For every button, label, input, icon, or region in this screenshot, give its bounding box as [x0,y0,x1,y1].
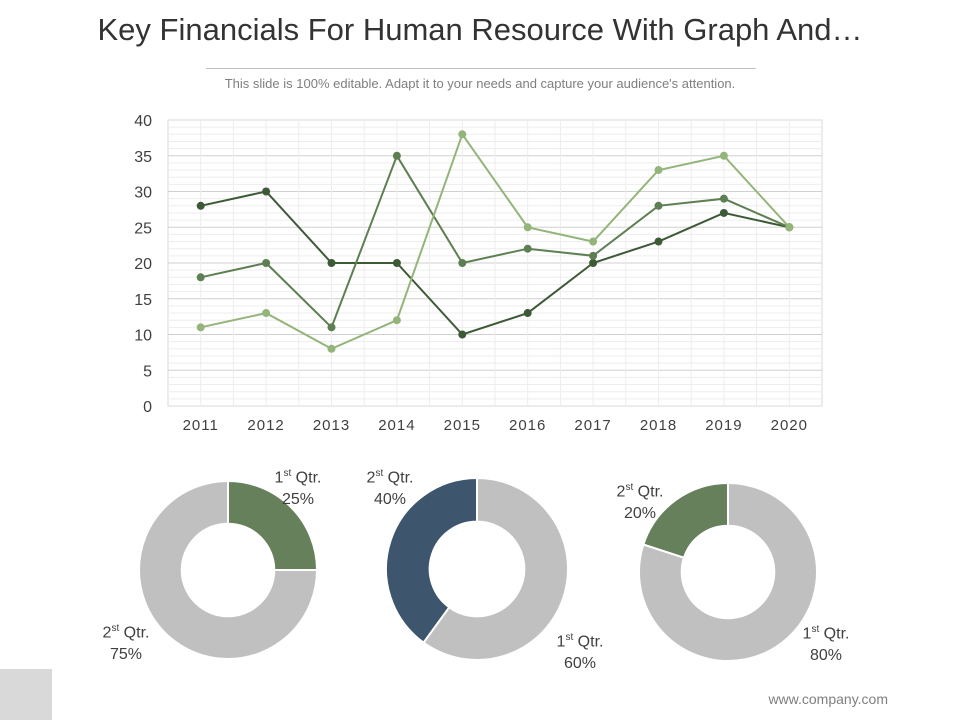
donut-1-slice-2 [138,480,318,660]
x-tick-label: 2011 [183,417,219,434]
donut-1-slice-1 [227,480,318,571]
series-2-point [589,251,598,260]
donut-2-slice-2 [385,477,478,645]
series-2-point [654,201,663,210]
series-2-point [719,194,728,203]
donut-1-label-q2: 2st Qtr. 75% [102,623,150,664]
series-2-point [523,244,532,253]
x-tick-label: 2012 [247,417,284,434]
plot-area [167,119,823,407]
series-3-point [523,223,532,232]
x-tick-label: 2013 [313,417,350,434]
series-2-point [327,323,336,332]
slide-subtitle: This slide is 100% editable. Adapt it to… [224,76,736,91]
series-3-point [589,237,598,246]
series-line-1 [200,190,790,336]
donut-chart-3 [638,482,818,662]
footer-url: www.company.com [768,691,888,707]
y-tick-label: 20 [134,256,152,273]
series-2-point [458,259,467,267]
x-tick-label: 2015 [444,417,481,434]
donut-1-label-q1: 1st Qtr. 25% [274,468,322,509]
donut-2-slice-1 [422,477,569,661]
donut-3-label-q2: 2st Qtr. 20% [616,482,664,523]
footer-block [0,669,52,720]
series-3-point [196,323,205,332]
series-3-point [458,130,467,139]
series-1-point [392,259,401,267]
series-3-point [654,166,663,175]
x-tick-label: 2016 [509,417,546,434]
x-tick-label: 2018 [640,417,677,434]
y-tick-label: 35 [134,149,152,166]
series-1-point [262,187,271,196]
y-tick-label: 40 [134,113,152,130]
series-2-point [392,151,401,160]
y-tick-label: 10 [134,328,152,345]
slide-title: Key Financials For Human Resource With G… [97,12,863,47]
series-1-point [589,259,598,267]
donut-chart-1 [138,480,318,660]
donut-3-slice-2 [642,482,729,559]
donut-2-label-q2: 2st Qtr. 40% [366,468,414,509]
donut-chart-2 [385,477,569,661]
line-chart: 0 5 10 15 20 25 30 35 40 2011 2012 2013 2014 2015 2016… [134,113,823,434]
series-3-point [719,151,728,160]
x-tick-label: 2020 [771,417,808,434]
series-1-point [196,201,205,210]
donut-3-slice-1 [638,482,818,662]
series-1-point [719,208,728,217]
y-tick-label: 15 [134,292,152,309]
series-line-3 [200,132,791,350]
y-tick-label: 30 [134,185,152,202]
y-tick-label: 25 [134,220,152,237]
series-1-point [654,237,663,246]
series-3-point [262,309,271,318]
series-line-2 [200,153,790,330]
title-divider [206,68,756,69]
series-3-point [785,223,794,232]
x-tick-label: 2014 [378,417,415,434]
y-tick-label: 0 [143,399,152,416]
series-2-point [196,273,205,282]
series-1-point [458,330,467,339]
series-3-point [327,344,336,353]
series-2-point [262,259,271,267]
series-1-point [327,259,336,267]
y-tick-label: 5 [143,363,152,380]
x-tick-label: 2019 [705,417,742,434]
series-3-point [392,316,401,325]
series-1-point [523,309,532,318]
x-tick-label: 2017 [574,417,611,434]
donut-2-label-q1: 1st Qtr. 60% [556,632,604,673]
donut-3-label-q1: 1st Qtr. 80% [802,624,850,665]
